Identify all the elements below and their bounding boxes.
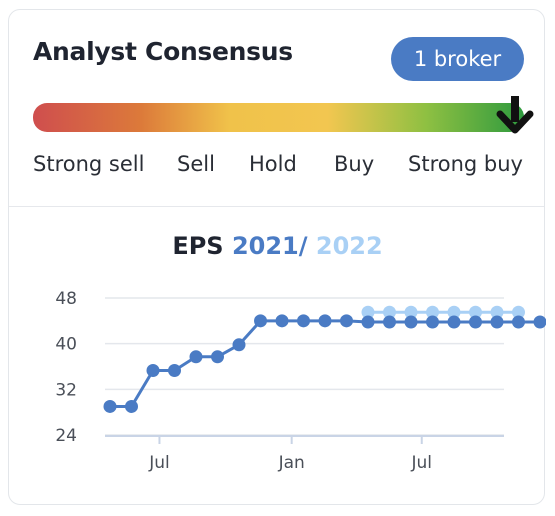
data-point-2021	[297, 314, 310, 328]
data-point-2021	[189, 350, 203, 364]
broker-count-badge[interactable]: 1 broker	[391, 37, 524, 81]
data-point-2021	[490, 315, 504, 329]
data-point-2021	[404, 315, 418, 329]
data-point-2021	[146, 363, 160, 377]
data-point-2022	[447, 305, 461, 319]
eps-year-2021[interactable]: 2021	[231, 232, 299, 260]
data-point-2022	[383, 305, 396, 319]
data-point-2021	[318, 314, 332, 328]
eps-year-separator: /	[298, 232, 308, 260]
scale-label-sell: Sell	[177, 152, 215, 176]
data-point-2021	[125, 399, 138, 413]
data-point-2022	[512, 305, 525, 319]
data-point-2021	[340, 314, 353, 328]
data-point-2021	[275, 314, 289, 328]
data-point-2021	[426, 315, 439, 329]
y-tick-label: 24	[55, 426, 77, 446]
data-point-2022	[469, 305, 482, 319]
data-point-2022	[404, 305, 418, 319]
eps-label: EPS	[172, 232, 224, 260]
data-point-2021	[533, 315, 546, 329]
data-point-2021	[447, 315, 461, 329]
consensus-scale: Strong sell Sell Hold Buy Strong buy	[33, 152, 524, 182]
data-point-2022	[490, 305, 504, 319]
scale-label-buy: Buy	[334, 152, 375, 176]
card-title: Analyst Consensus	[33, 37, 293, 66]
analyst-consensus-card: Analyst Consensus 1 broker Strong sell S…	[8, 9, 546, 505]
y-tick-label: 32	[55, 380, 77, 400]
scale-label-strong-buy: Strong buy	[408, 152, 523, 176]
scale-label-strong-sell: Strong sell	[33, 152, 145, 176]
eps-year-2022[interactable]: 2022	[315, 232, 383, 260]
data-point-2021	[211, 350, 224, 364]
data-point-2021	[254, 314, 267, 328]
y-tick-label: 48	[55, 289, 77, 309]
data-point-2021	[103, 399, 117, 413]
data-point-2022	[426, 305, 439, 319]
data-point-2021	[469, 315, 482, 329]
y-tick-label: 40	[55, 335, 77, 355]
data-point-2021	[232, 338, 246, 352]
data-point-2021	[168, 363, 181, 377]
data-point-2021	[383, 315, 396, 329]
arrow-down-icon	[496, 96, 534, 134]
data-point-2022	[361, 305, 375, 319]
data-point-2021	[361, 315, 375, 329]
series-line-2021	[110, 319, 540, 408]
data-point-2021	[512, 315, 525, 329]
eps-chart-title: EPS 2021/ 2022	[9, 232, 546, 260]
scale-label-hold: Hold	[249, 152, 297, 176]
x-tick-label: Jul	[410, 453, 432, 473]
x-tick-label: Jan	[278, 453, 305, 473]
consensus-gauge-bar	[33, 103, 524, 132]
x-tick-label: Jul	[148, 453, 170, 473]
section-divider	[9, 206, 544, 207]
eps-line-chart: 48 40 32 24 Jul Jan Jul	[55, 289, 546, 473]
